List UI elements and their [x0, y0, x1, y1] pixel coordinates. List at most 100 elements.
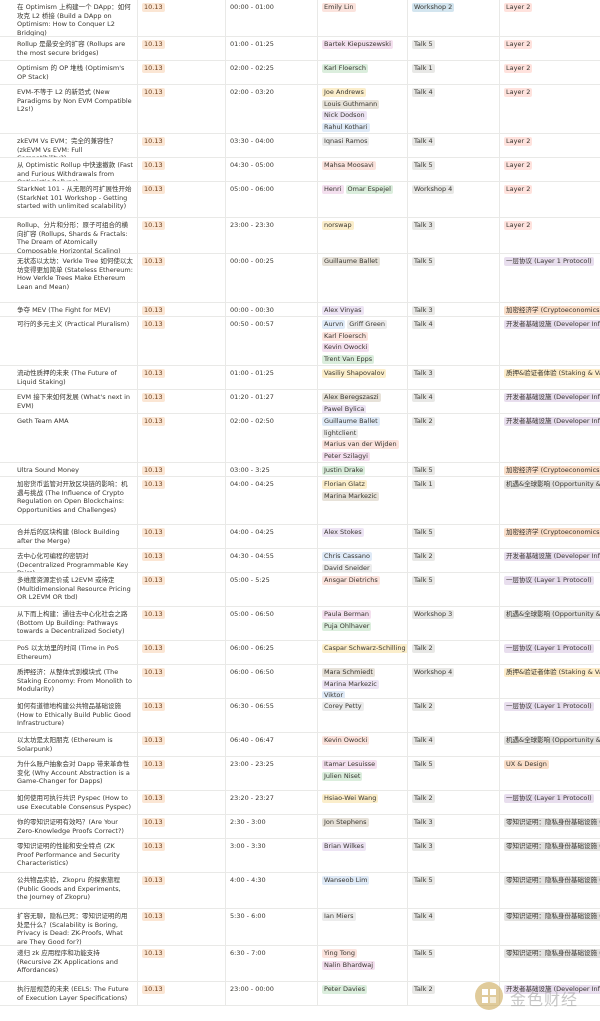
table-row[interactable]: 从下而上构建：通往去中心化社会之路 (Bottom Up Building: P…: [0, 607, 600, 641]
table-row[interactable]: 你的零知识证明有效吗？(Are Your Zero-Knowledge Proo…: [0, 815, 600, 839]
session-title: 执行层规范的未来 (EELS: The Future of Execution …: [13, 982, 138, 1005]
session-type-tag: Workshop 4: [412, 668, 455, 677]
speaker-tag: Marius van der Wijden: [322, 440, 399, 449]
speaker-tag: Karl Floersch: [322, 331, 368, 341]
table-row[interactable]: 加密货币监管对开放区块链的影响：机遇与挑战 (The Influence of …: [0, 477, 600, 525]
table-row[interactable]: Geth Team AMA 10.13 02:00 - 02:50 Guillaume…: [0, 414, 600, 463]
session-time-cell: 03:00 - 3:25: [226, 463, 318, 476]
table-row[interactable]: Rollup、分片和分形：原子可组合的横向扩容 (Rollups, Shards…: [0, 218, 600, 254]
table-row[interactable]: 扩容无聊，隐私已死：零知识证明的用处是什么？(Scalability is Bo…: [0, 909, 600, 946]
speaker-tag: Peter Szilagyi: [322, 451, 370, 461]
session-time: 3:00 - 3:30: [230, 842, 266, 850]
session-type-cell: Talk 5: [408, 463, 500, 476]
table-row[interactable]: 流动性质押的未来 (The Future of Liquid Staking) 1…: [0, 366, 600, 390]
table-row[interactable]: StarkNet 101 - 从无限的可扩展性开始 (StarkNet 101 …: [0, 182, 600, 218]
date-tag: 10.13: [142, 88, 165, 97]
table-row[interactable]: 公共物品实验，Zkopru 的探索旅程 (Public Goods and Ex…: [0, 873, 600, 909]
track-cell: 一层协议 (Layer 1 Protocol): [500, 699, 600, 732]
session-title: Ultra Sound Money: [13, 463, 138, 476]
table-row[interactable]: EVM 接下来如何发展 (What's next in EVM) 10.13 01:…: [0, 390, 600, 414]
session-type-tag: Workshop 4: [412, 185, 455, 194]
table-row[interactable]: 质押经济：从整体式到模块式 (The Staking Economy: From…: [0, 665, 600, 699]
date-tag: 10.13: [142, 161, 165, 170]
speaker-tag: Griff Green: [347, 320, 387, 329]
table-row[interactable]: 如何使用可执行共识 Pyspec (How to use Executable …: [0, 791, 600, 815]
table-row[interactable]: 可行的多元主义 (Practical Pluralism) 10.13 00:50 …: [0, 317, 600, 366]
table-row[interactable]: zkEVM Vs EVM：完全的兼容性？(zkEVM Vs EVM: Full …: [0, 134, 600, 158]
session-time: 5:30 - 6:00: [230, 912, 266, 920]
speaker-tag: Chris Cassano: [322, 552, 372, 561]
table-row[interactable]: Rollup 是最安全的扩容 (Rollups are the most sec…: [0, 37, 600, 61]
table-row[interactable]: 以太坊是太阳朋克 (Ethereum is Solarpunk) 10.13 06:…: [0, 733, 600, 757]
table-row[interactable]: 在 Optimism 上构建一个 DApp：如何攻克 L2 桥接 (Build …: [0, 0, 600, 37]
session-time-cell: 02:00 - 02:25: [226, 61, 318, 84]
date-tag: 10.13: [142, 528, 165, 537]
table-row[interactable]: 执行层规范的未来 (EELS: The Future of Execution …: [0, 982, 600, 1006]
table-row[interactable]: PoS 以太坊里的时间 (Time in PoS Ethereum) 10.13 0…: [0, 641, 600, 665]
session-type-cell: Talk 2: [408, 791, 500, 814]
date-tag: 10.13: [142, 760, 165, 769]
date-tag: 10.13: [142, 842, 165, 851]
speaker-tag: Caspar Schwarz-Schilling: [322, 644, 407, 653]
session-date-cell: 10.13: [138, 699, 226, 732]
table-row[interactable]: 递归 zk 应用程序和功能支持 (Recursive ZK Applicatio…: [0, 946, 600, 982]
session-type-tag: Talk 4: [412, 393, 435, 402]
speaker-tag: Florian Glatz: [322, 480, 367, 489]
session-date-cell: 10.13: [138, 607, 226, 640]
table-row[interactable]: 如何有道德地构建公共物品基础设施 (How to Ethically Build…: [0, 699, 600, 733]
table-row[interactable]: 为什么账户抽象会对 Dapp 带来革命性变化 (Why Account Abst…: [0, 757, 600, 791]
session-time-cell: 02:00 - 02:50: [226, 414, 318, 462]
table-row[interactable]: Optimism 的 OP 堆栈 (Optimism's OP Stack) 10…: [0, 61, 600, 85]
table-row[interactable]: 零知识证明的性能和安全特点 (ZK Proof Performance and …: [0, 839, 600, 873]
track-tag: Layer 2: [504, 161, 533, 170]
table-row[interactable]: 争夺 MEV (The Fight for MEV) 10.13 00:00 - 0…: [0, 303, 600, 317]
session-title: 从 Optimistic Rollup 中快速撤款 (Fast and Furi…: [13, 158, 138, 181]
table-row[interactable]: 无状态以太坊：Verkle Tree 如何使以太坊变得更加简单 (Statele…: [0, 254, 600, 303]
table-row[interactable]: 去中心化可编程的密钥对 (Decentralized Programmable …: [0, 549, 600, 573]
track-tag: 一层协议 (Layer 1 Protocol): [504, 794, 594, 803]
track-tag: 一层协议 (Layer 1 Protocol): [504, 576, 594, 585]
session-title: 你的零知识证明有效吗？(Are Your Zero-Knowledge Proo…: [13, 815, 138, 838]
session-type-tag: Talk 2: [412, 644, 435, 653]
session-title: 可行的多元主义 (Practical Pluralism): [13, 317, 138, 365]
session-time-cell: 3:00 - 3:30: [226, 839, 318, 872]
table-row[interactable]: 合并后的区块构建 (Block Building after the Merge…: [0, 525, 600, 549]
date-tag: 10.13: [142, 40, 165, 49]
speaker-tag: Ian Miers: [322, 912, 356, 921]
session-time: 2:30 - 3:00: [230, 818, 266, 826]
table-row[interactable]: Ultra Sound Money 10.13 03:00 - 3:25 Justin…: [0, 463, 600, 477]
session-date-cell: 10.13: [138, 463, 226, 476]
track-tag: 加密经济学 (Cryptoeconomics): [504, 528, 600, 537]
table-row[interactable]: 多维度资源定价或 L2EVM 或待定 (Multidimensional Res…: [0, 573, 600, 607]
session-type-cell: Talk 4: [408, 85, 500, 133]
speaker-tag: Marina Markezic: [322, 491, 379, 501]
table-row[interactable]: EVM-不等于 L2 的新范式 (New Paradigms by Non EV…: [0, 85, 600, 134]
track-cell: 开发者基础设施 (Developer Infrastructure): [500, 982, 600, 1005]
session-time-cell: 4:00 - 4:30: [226, 873, 318, 908]
session-time-cell: 04:30 - 05:00: [226, 158, 318, 181]
speakers-cell: Chris Cassano David Sneider: [318, 549, 408, 572]
track-cell: 一层协议 (Layer 1 Protocol): [500, 791, 600, 814]
session-title: 递归 zk 应用程序和功能支持 (Recursive ZK Applicatio…: [13, 946, 138, 981]
table-row[interactable]: 从 Optimistic Rollup 中快速撤款 (Fast and Furi…: [0, 158, 600, 182]
session-time: 00:00 - 01:00: [230, 3, 274, 11]
speaker-tag: Justin Drake: [322, 466, 366, 475]
session-time: 03:30 - 04:00: [230, 137, 274, 145]
speaker-tag: Ying Tong: [322, 949, 357, 958]
session-type-cell: Talk 5: [408, 757, 500, 790]
date-tag: 10.13: [142, 480, 165, 489]
session-date-cell: 10.13: [138, 366, 226, 389]
track-tag: Layer 2: [504, 64, 533, 73]
session-time-cell: 06:00 - 06:25: [226, 641, 318, 664]
session-title: EVM 接下来如何发展 (What's next in EVM): [13, 390, 138, 413]
session-date-cell: 10.13: [138, 158, 226, 181]
session-time: 00:00 - 00:30: [230, 306, 274, 314]
speakers-cell: Aurvn Griff Green Karl Floersch Kevin Owock…: [318, 317, 408, 365]
date-tag: 10.13: [142, 985, 165, 994]
track-cell: 加密经济学 (Cryptoeconomics): [500, 463, 600, 476]
speaker-tag: Emily Lin: [322, 3, 356, 12]
speakers-cell: Joe Andrews Louis Guthmann Nick Dodson Rahu…: [318, 85, 408, 133]
session-time: 01:00 - 01:25: [230, 369, 274, 377]
session-time-cell: 06:40 - 06:47: [226, 733, 318, 756]
session-time-cell: 04:00 - 04:25: [226, 525, 318, 548]
